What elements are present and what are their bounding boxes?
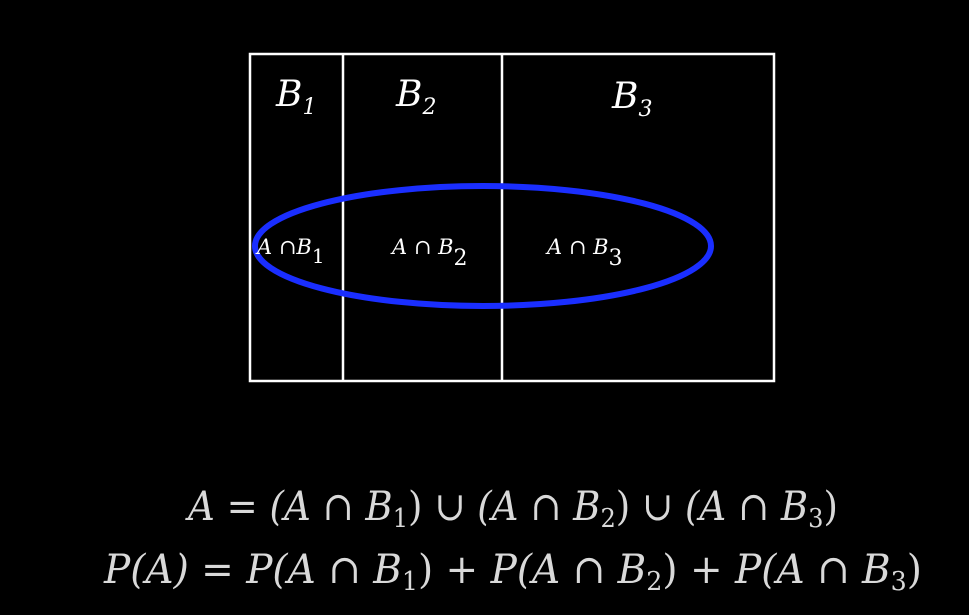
sample-space-frame xyxy=(248,52,776,383)
intersection-label-ab1: A ∩B1 xyxy=(255,235,325,268)
equation-set-identity: A = (A ∩ B1) ∪ (A ∩ B2) ∪ (A ∩ B3) xyxy=(184,484,838,534)
intersection-label-ab3: A ∩ B3 xyxy=(545,235,623,271)
partition-label-b3: B3 xyxy=(611,76,652,122)
event-a-ellipse xyxy=(252,183,714,309)
partition-label-b1: B1 xyxy=(275,74,316,120)
equation-total-probability: P(A) = P(A ∩ B1) + P(A ∩ B2) + P(A ∩ B3) xyxy=(103,547,922,597)
partition-label-b2: B2 xyxy=(395,74,436,120)
intersection-label-ab2: A ∩ B2 xyxy=(390,235,468,271)
